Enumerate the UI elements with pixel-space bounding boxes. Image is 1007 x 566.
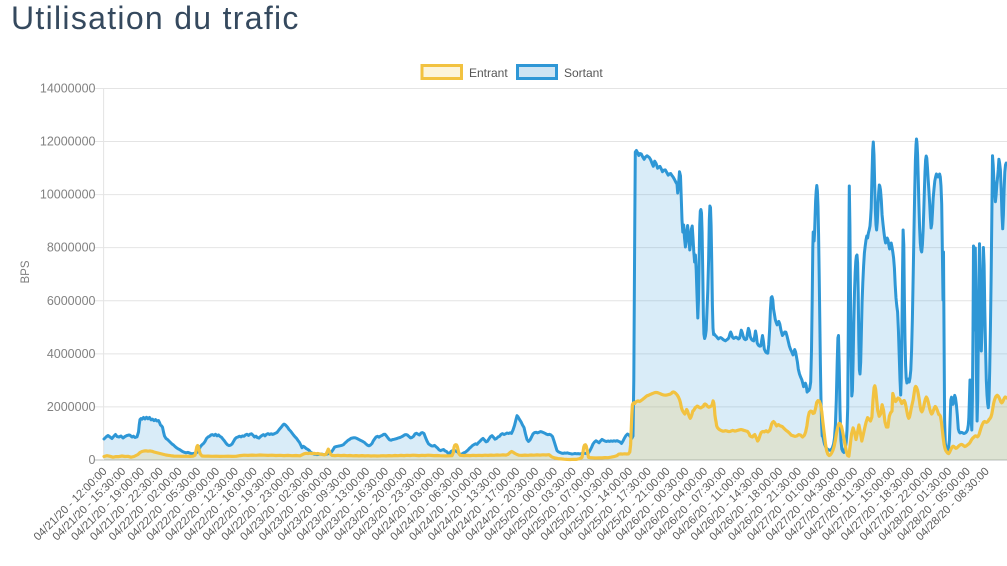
- svg-text:Sortant: Sortant: [564, 66, 603, 80]
- svg-text:2000000: 2000000: [47, 400, 96, 414]
- svg-text:8000000: 8000000: [47, 241, 96, 255]
- svg-text:BPS: BPS: [20, 260, 32, 283]
- svg-text:10000000: 10000000: [40, 188, 96, 202]
- svg-text:Entrant: Entrant: [469, 66, 508, 80]
- svg-text:14000000: 14000000: [40, 81, 96, 95]
- svg-text:6000000: 6000000: [47, 294, 96, 308]
- svg-text:12000000: 12000000: [40, 135, 96, 149]
- svg-text:0: 0: [89, 453, 96, 467]
- svg-text:4000000: 4000000: [47, 347, 96, 361]
